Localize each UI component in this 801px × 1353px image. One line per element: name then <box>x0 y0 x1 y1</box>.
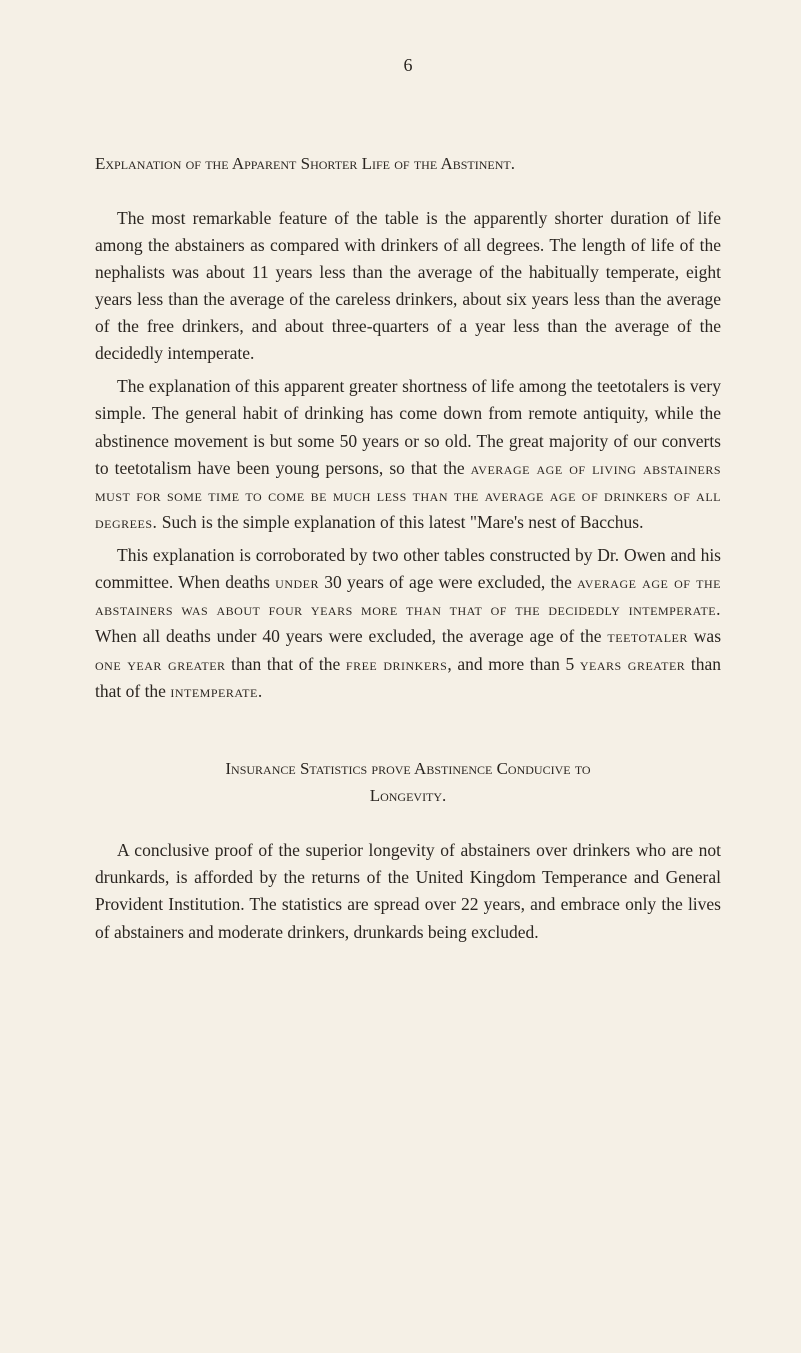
para3-text-b: 30 years of age were excluded, the <box>319 572 577 592</box>
para3-smallcaps-4: one year greater <box>95 654 226 674</box>
paragraph-4: A conclusive proof of the superior longe… <box>95 837 721 946</box>
section-heading-2: Insurance Statistics prove Abstinence Co… <box>95 755 721 809</box>
para3-smallcaps-5: free drinkers <box>346 654 447 674</box>
para3-smallcaps-6: years greater <box>580 654 685 674</box>
paragraph-3: This explanation is corroborated by two … <box>95 542 721 705</box>
para3-smallcaps-7: intemperate. <box>170 681 262 701</box>
page-number: 6 <box>95 55 721 76</box>
para3-text-d: was <box>688 626 721 646</box>
para3-smallcaps-3: teetotaler <box>607 626 687 646</box>
para2-text-b: Such is the simple explanation of this l… <box>157 512 643 532</box>
para3-smallcaps-1: under <box>275 572 319 592</box>
heading2-line1: Insurance Statistics prove Abstinence Co… <box>225 759 590 778</box>
para3-text-f: , and more than 5 <box>447 654 580 674</box>
para3-text-e: than that of the <box>226 654 346 674</box>
paragraph-2: The explanation of this apparent greater… <box>95 373 721 536</box>
paragraph-1: The most remarkable feature of the table… <box>95 205 721 368</box>
heading2-line2: Longevity. <box>370 786 447 805</box>
para3-text-c: When all deaths under 40 years were excl… <box>95 626 607 646</box>
section-heading-1: Explanation of the Apparent Shorter Life… <box>95 151 721 177</box>
